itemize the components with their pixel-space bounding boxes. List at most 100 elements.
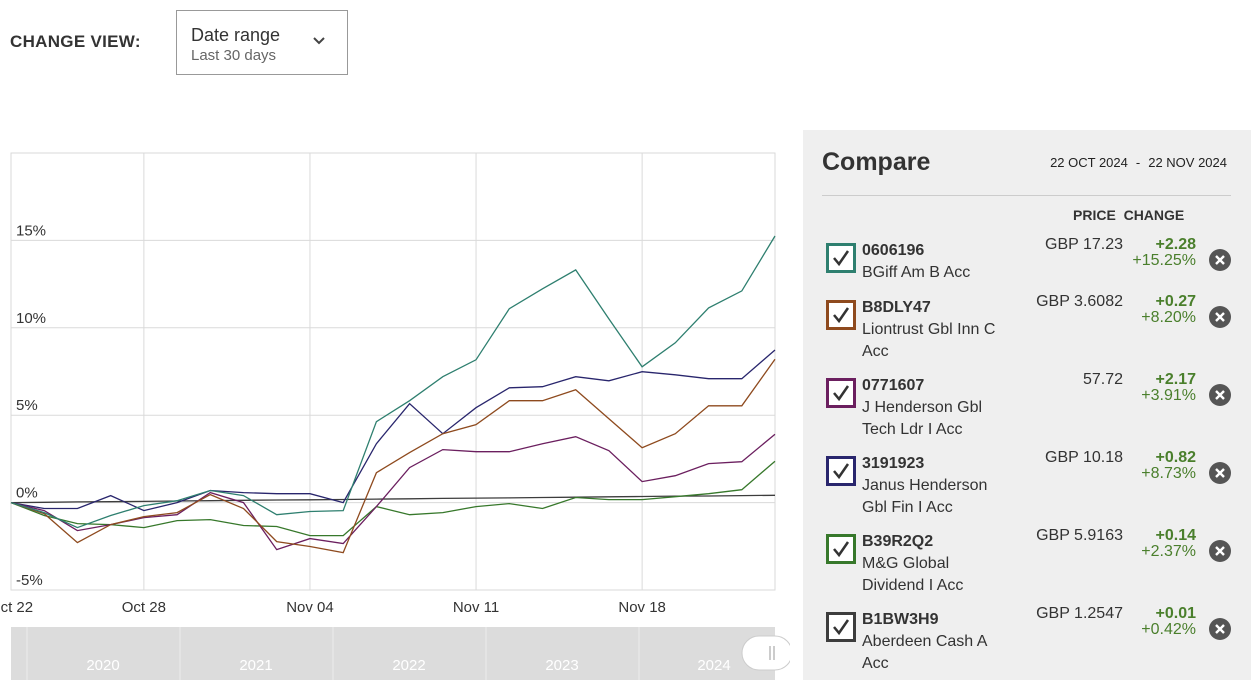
fund-price: 57.72 — [1082, 371, 1123, 388]
remove-button[interactable] — [1208, 539, 1232, 568]
change-view-label: CHANGE VIEW: — [10, 32, 141, 51]
fund-price: GBP 1.2547 — [1036, 605, 1123, 622]
compare-title: Compare — [822, 148, 931, 176]
remove-icon — [1209, 306, 1231, 328]
fund-change-pct: +15.25% — [1132, 252, 1196, 269]
date-to: 22 NOV 2024 — [1148, 155, 1227, 170]
navigator-separators — [26, 627, 640, 680]
series-checkbox[interactable] — [826, 378, 856, 408]
remove-button[interactable] — [1208, 248, 1232, 277]
navigator-year: 2024 — [697, 657, 730, 674]
dropdown-value: Last 30 days — [191, 47, 277, 64]
fund-price: GBP 10.18 — [1045, 449, 1123, 466]
compare-row: B8DLY47 Liontrust Gbl Inn C Acc GBP 3.6082… — [803, 293, 1251, 375]
column-header: CHANGE — [1123, 207, 1185, 223]
fund-change: +2.17 — [1155, 371, 1196, 388]
remove-icon — [1209, 618, 1231, 640]
navigator[interactable] — [11, 627, 775, 680]
remove-icon — [1209, 462, 1231, 484]
fund-change-pct: +8.20% — [1141, 309, 1196, 326]
date-from: 22 OCT 2024 — [1050, 155, 1128, 170]
compare-row: B39R2Q2 M&G Global Dividend I Acc GBP 5.91… — [803, 527, 1251, 609]
fund-code: 0771607 — [862, 377, 925, 394]
date-range-dropdown[interactable]: Date range Last 30 days — [176, 10, 348, 75]
series-line — [10, 235, 776, 529]
remove-button[interactable] — [1208, 383, 1232, 412]
fund-name: Aberdeen Cash A Acc — [862, 633, 987, 672]
column-header: PRICE — [1073, 207, 1116, 223]
navigator-year: 2021 — [239, 657, 272, 674]
compare-panel: Compare 22 OCT 2024-22 NOV 2024 PRICE CH… — [803, 130, 1251, 680]
divider — [822, 195, 1231, 196]
dropdown-title: Date range — [191, 25, 281, 45]
compare-row: 3191923 Janus Henderson Gbl Fin I Acc GBP … — [803, 449, 1251, 531]
x-tick-label: Nov 04 — [286, 599, 334, 616]
navigator-year: 2022 — [392, 657, 425, 674]
remove-button[interactable] — [1208, 305, 1232, 334]
fund-change-pct: +8.73% — [1141, 465, 1196, 482]
fund-code: B8DLY47 — [862, 299, 931, 316]
chart: -5% 0% 5% 10% 15% Oct 22 Oct 28 Nov 04 Nov 11 Nov… — [0, 152, 790, 680]
series-line — [10, 349, 776, 512]
fund-code: 3191923 — [862, 455, 925, 472]
compare-rows: 0606196 BGiff Am B Acc GBP 17.23 +2.28 +15.2… — [803, 236, 1251, 687]
fund-change: +0.01 — [1155, 605, 1196, 622]
fund-change: +0.14 — [1155, 527, 1196, 544]
x-tick-label: Oct 28 — [122, 599, 166, 616]
x-tick-label: Oct 22 — [0, 599, 33, 616]
x-tick-label: Nov 18 — [618, 599, 666, 616]
series-line — [10, 494, 776, 504]
series-checkbox[interactable] — [826, 300, 856, 330]
fund-code: 0606196 — [862, 242, 925, 259]
remove-button[interactable] — [1208, 461, 1232, 490]
fund-name: J Henderson Gbl Tech Ldr I Acc — [862, 399, 983, 438]
fund-change: +0.27 — [1155, 293, 1196, 310]
series-line — [10, 433, 776, 551]
remove-icon — [1209, 540, 1231, 562]
date-separator: - — [1135, 155, 1141, 170]
y-tick-label: 0% — [16, 485, 38, 502]
fund-price: GBP 3.6082 — [1036, 293, 1123, 310]
series-line — [10, 358, 776, 554]
checkmark — [833, 463, 850, 480]
checkmark — [833, 385, 850, 402]
checkmark — [833, 307, 850, 324]
fund-code: B39R2Q2 — [862, 533, 934, 550]
remove-icon — [1209, 249, 1231, 271]
checkmark — [833, 541, 850, 558]
fund-price: GBP 17.23 — [1045, 236, 1123, 253]
fund-change-pct: +0.42% — [1141, 621, 1196, 638]
series-checkbox[interactable] — [826, 243, 856, 273]
checkmark — [833, 250, 850, 267]
dropdown-arrow — [313, 37, 325, 45]
column-headers: PRICE CHANGE — [1073, 207, 1184, 223]
compare-row: 0606196 BGiff Am B Acc GBP 17.23 +2.28 +15.2… — [803, 236, 1251, 297]
navigator-year: 2023 — [545, 657, 578, 674]
fund-change-pct: +3.91% — [1141, 387, 1196, 404]
fund-name: Janus Henderson Gbl Fin I Acc — [862, 477, 988, 516]
fund-change-pct: +2.37% — [1141, 543, 1196, 560]
series-checkbox[interactable] — [826, 456, 856, 486]
series-line — [10, 460, 776, 537]
fund-name: Liontrust Gbl Inn C Acc — [862, 321, 996, 360]
navigator-year: 2020 — [86, 657, 119, 674]
navigator-handle[interactable] — [741, 635, 790, 671]
fund-change: +0.82 — [1155, 449, 1196, 466]
y-tick-label: 15% — [16, 222, 46, 239]
y-tick-label: 10% — [16, 310, 46, 327]
compare-row: 0771607 J Henderson Gbl Tech Ldr I Acc 57.… — [803, 371, 1251, 453]
plot-area — [10, 152, 776, 591]
remove-button[interactable] — [1208, 617, 1232, 646]
fund-name: BGiff Am B Acc — [862, 264, 971, 281]
compare-row: B1BW3H9 Aberdeen Cash A Acc GBP 1.2547 +0.0… — [803, 605, 1251, 687]
series-checkbox[interactable] — [826, 534, 856, 564]
fund-price: GBP 5.9163 — [1036, 527, 1123, 544]
remove-icon — [1209, 384, 1231, 406]
checkmark — [833, 619, 850, 636]
fund-change: +2.28 — [1155, 236, 1196, 253]
y-tick-label: 5% — [16, 397, 38, 414]
series-checkbox[interactable] — [826, 612, 856, 642]
fund-name: M&G Global Dividend I Acc — [862, 555, 964, 594]
compare-dates: 22 OCT 2024-22 NOV 2024 — [1046, 155, 1231, 170]
